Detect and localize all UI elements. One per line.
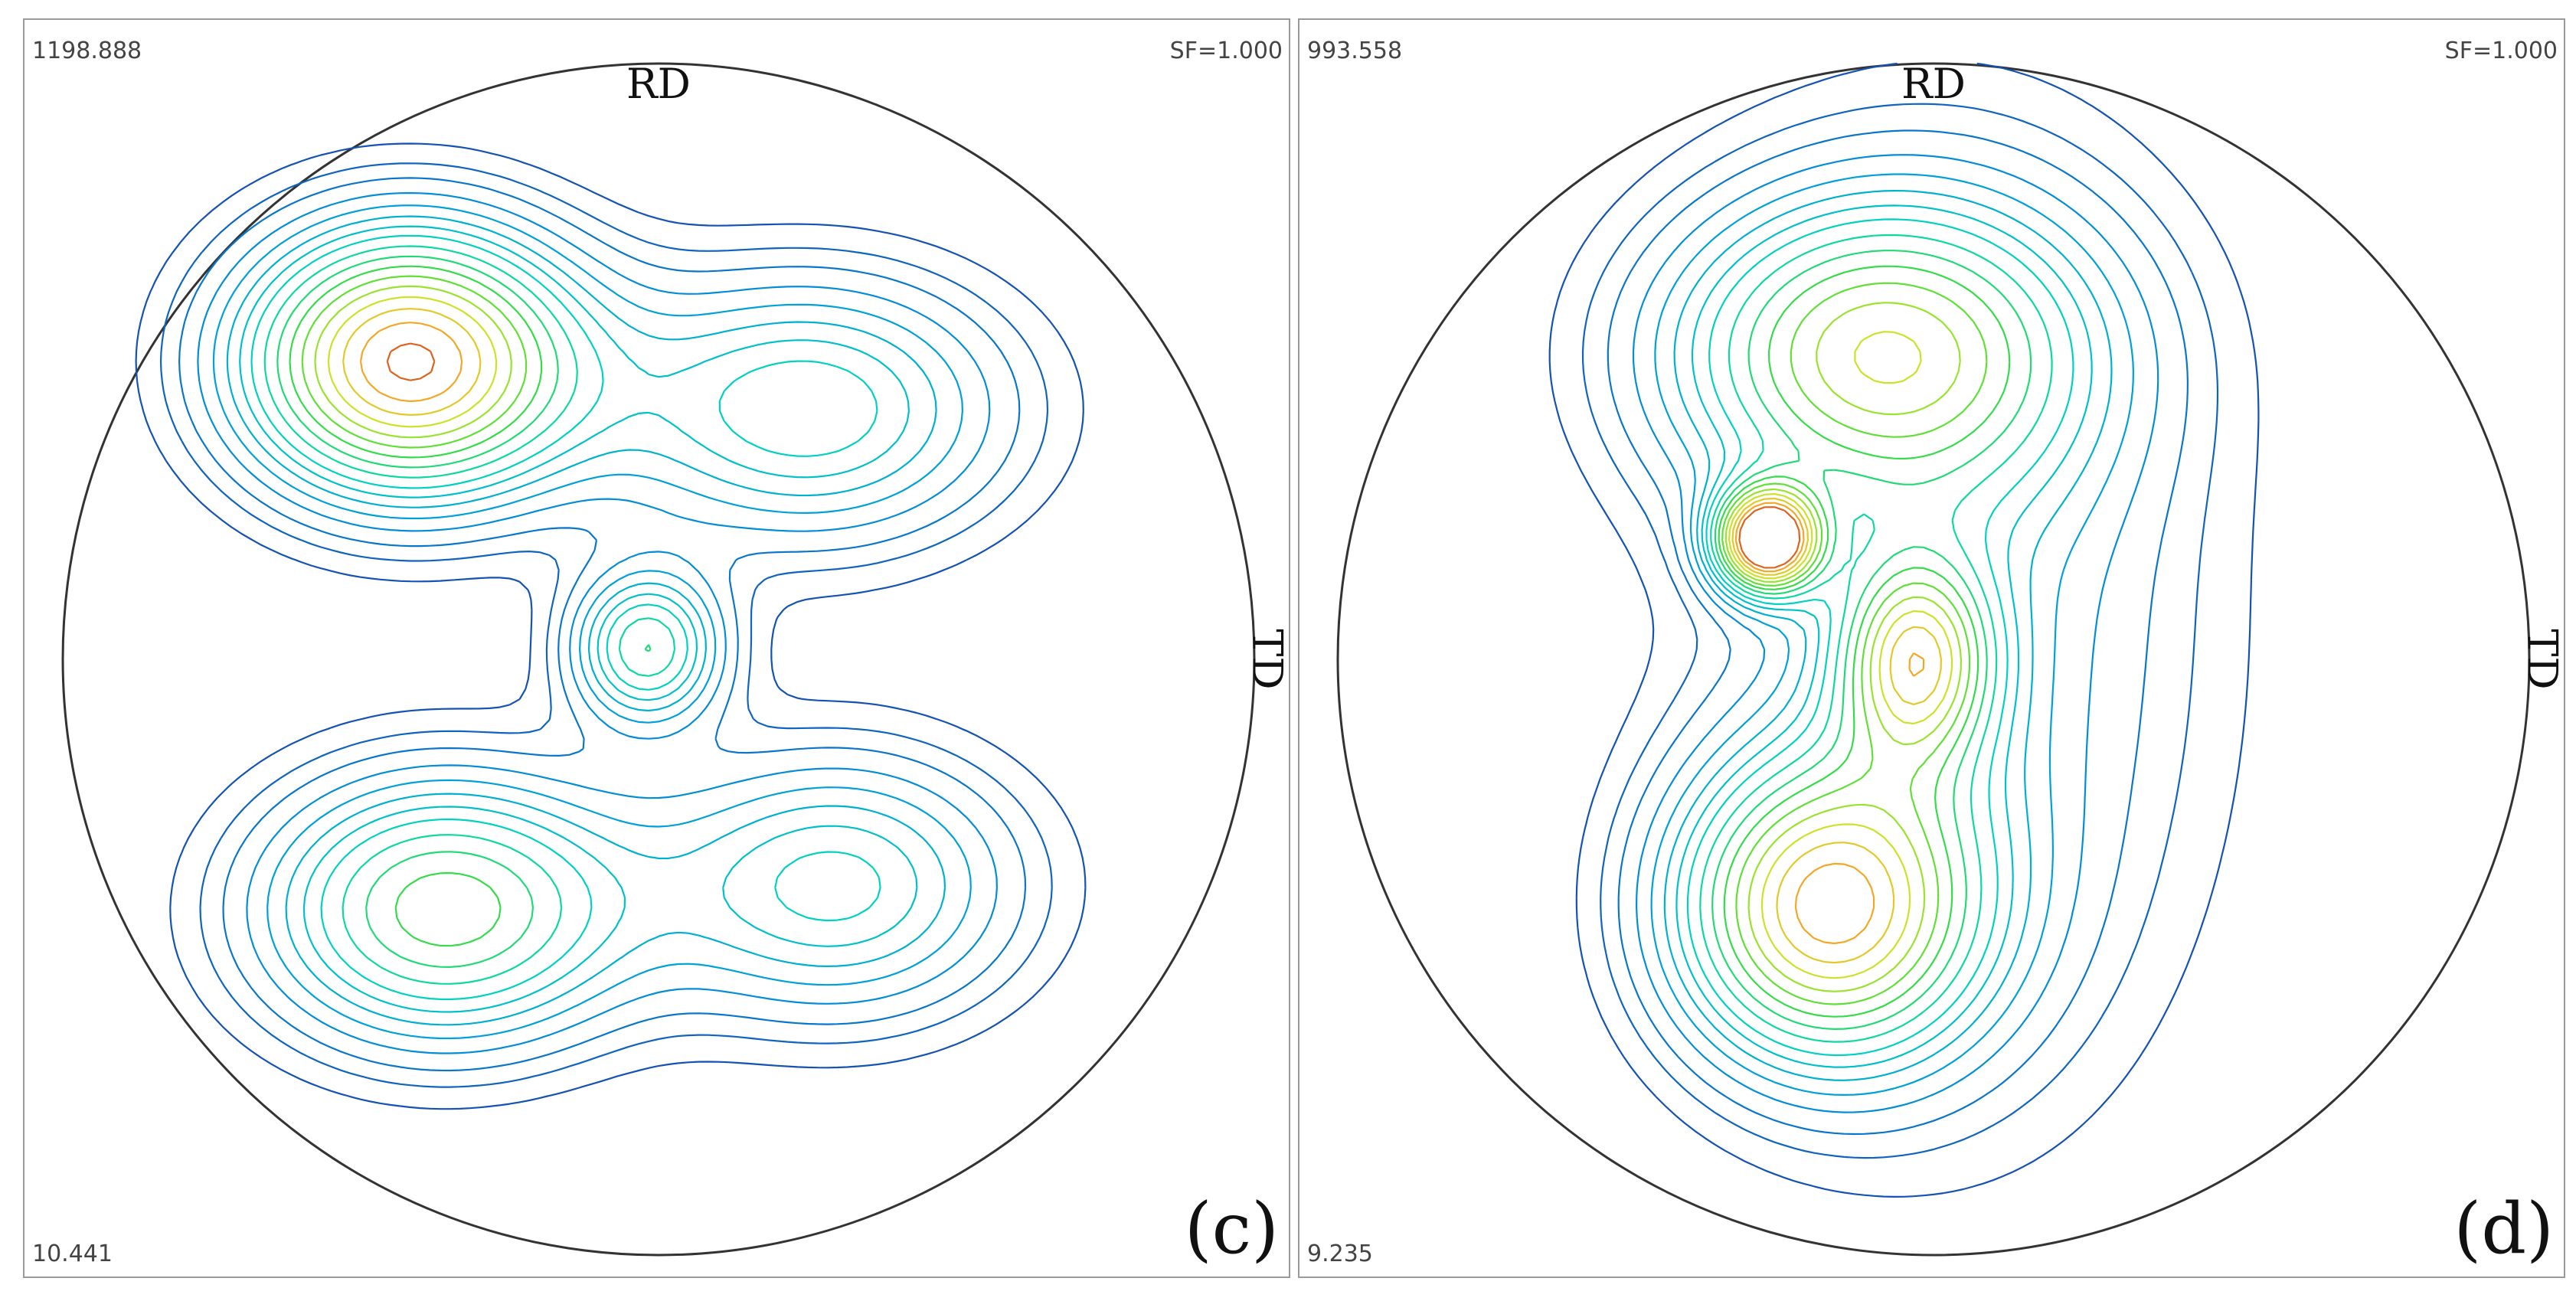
rd-axis-label: RD [626,60,691,108]
scale-factor: SF=1.000 [2444,38,2558,64]
pole-figure-panel-c: 1198.888 SF=1.000 10.441 RD TD (c) [23,18,1290,1278]
contour-line [197,191,998,1054]
contour-lines [1548,62,2260,1198]
contour-line [239,225,918,1013]
max-value: 993.558 [1307,38,1403,64]
projection-circle [1336,62,2531,1257]
pole-figure-plot: RD TD (d) [1336,60,2565,1270]
contour-line [1663,190,2113,1081]
td-axis-label: TD [1244,629,1290,689]
contour-line [1731,497,1942,964]
contour-line [1632,154,2159,1113]
contour-line [1675,204,2093,1068]
contour-line [1721,282,1988,1005]
panel-label: (d) [2453,1188,2554,1270]
contour-line [314,285,512,439]
contour-line [135,142,1087,1110]
contour-line [1548,62,2260,1198]
contour-line [159,162,1053,1088]
contour-lines [135,142,1087,1110]
contour-line [359,322,463,403]
pole-figure-panel-d: 993.558 SF=1.000 9.235 RD TD (d) [1298,18,2565,1278]
contour-line [212,204,972,1040]
contour-line [342,308,482,416]
contour-line [301,275,528,449]
contour-line [289,265,543,947]
contour-line [1724,302,1962,992]
contour-line [1711,250,2032,1030]
min-value: 10.441 [32,1241,113,1267]
contour-line [1581,103,2219,1159]
contour-line [1718,265,2011,1018]
contour-line [250,234,881,1001]
contour-line [1699,234,2053,1043]
contour-line [1734,502,1925,945]
contour-line [226,215,946,1026]
rd-axis-label: RD [1901,60,1966,108]
panel-label: (c) [1185,1188,1279,1270]
min-value: 9.235 [1307,1241,1373,1267]
contour-line [263,245,676,985]
scale-factor: SF=1.000 [1169,38,1283,64]
contour-line [1728,331,1953,979]
td-axis-label: TD [2519,629,2565,689]
contour-line [1650,173,2134,1096]
projection-circle [61,62,1256,1257]
max-value: 1198.888 [32,38,142,64]
contour-line [1738,506,1801,569]
contour-line [178,177,1027,1072]
contour-line [327,296,498,428]
contour-line [276,255,652,968]
contour-line [1686,218,2074,1057]
contour-line [1607,129,2189,1136]
contour-line [386,342,436,381]
pole-figure-plot: RD TD (c) [61,60,1290,1270]
